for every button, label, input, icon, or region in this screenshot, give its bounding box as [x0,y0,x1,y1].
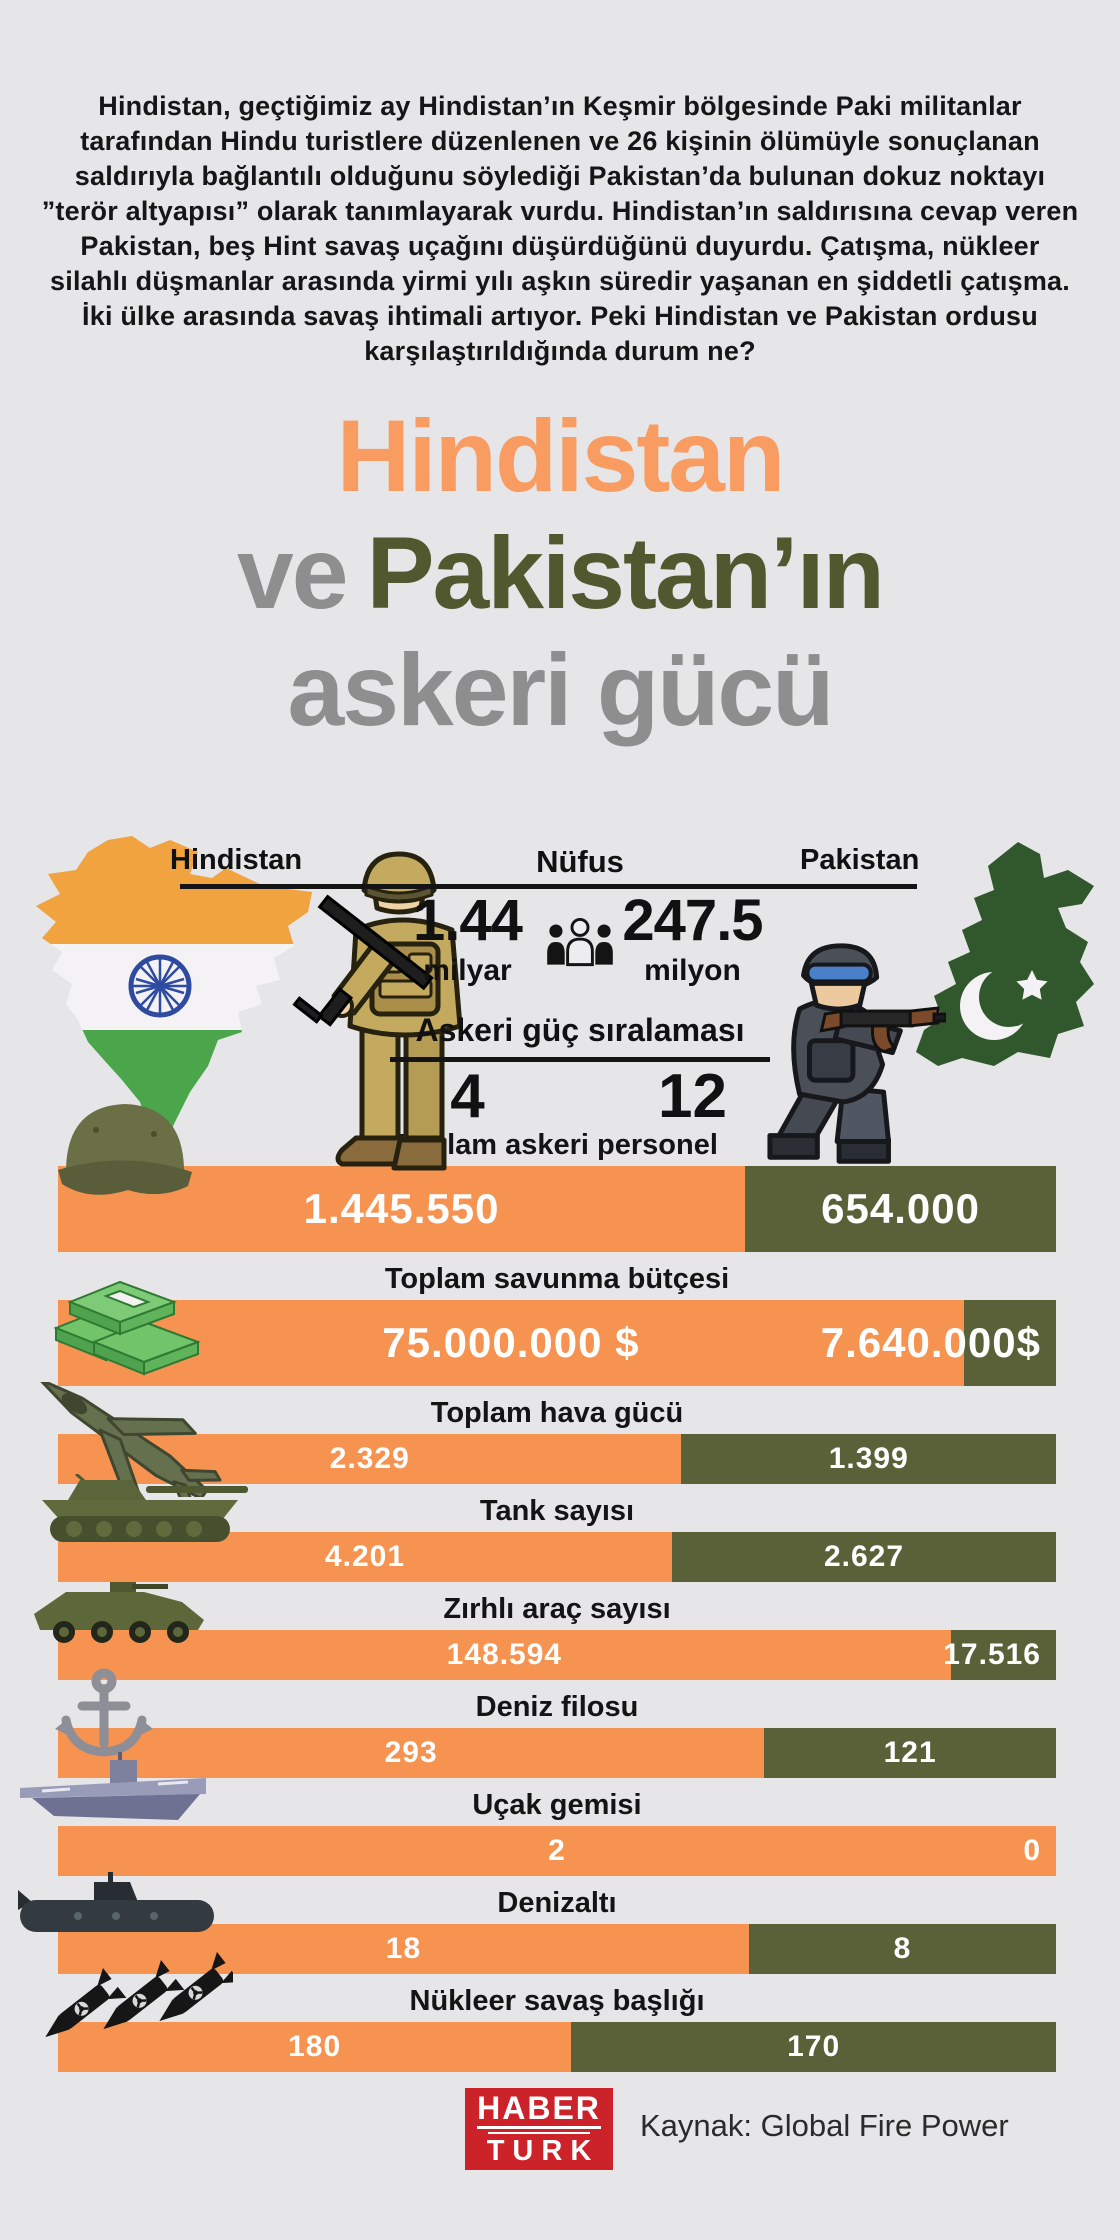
stat-row-butce: Toplam savunma bütçesi 75.000.000 $ 7.64… [58,1262,1056,1386]
stat-label: Toplam savunma bütçesi [384,1263,730,1295]
stat-bar: 2 0 [58,1826,1056,1876]
submarine-icon [18,1872,214,1932]
comparison-center-column: Nüfus 1.44 milyar [390,844,770,1128]
stats-bars-section: Toplam askeri personel 1.445.550 654.000… [58,1128,1056,2072]
logo-line-haber: HABER [477,2092,601,2129]
stat-row-hava: Toplam hava gücü 2.329 1.399 [58,1396,1056,1484]
pakistan-population: 247.5 milyon [615,892,770,988]
stat-label: Denizaltı [497,1887,617,1919]
pakistani-soldier-illustration [767,943,946,1164]
bar-india-segment [58,1728,765,1778]
ranking-divider-line [390,1057,770,1062]
title-line-2: ve Pakistan’ın [0,515,1120,632]
india-population-unit: milyar [423,954,512,987]
bar-india-value: 293 [384,1736,438,1769]
bar-pakistan-value: 1.399 [828,1442,909,1475]
ranking-values-row: 4 12 [390,1066,770,1128]
stat-bar: 293 121 [58,1728,1056,1778]
bar-india-segment [58,1924,749,1974]
population-divider-line [180,884,917,889]
money-icon [53,1280,201,1376]
bar-pakistan-value: 0 [1023,1834,1041,1867]
stat-row-zirhli: Zırhlı araç sayısı 148.594 17.516 [58,1592,1056,1680]
stat-label: Nükleer savaş başlığı [409,1985,705,2017]
armored-vehicle-icon [34,1582,204,1643]
haberturk-logo: HABER TURK [465,2088,613,2170]
bar-pakistan-value: 654.000 [821,1185,980,1232]
bar-pakistan-value: 8 [893,1932,912,1965]
bar-india-value: 75.000.000 $ [382,1319,640,1366]
bar-pakistan-value: 17.516 [943,1638,1041,1671]
logo-line-turk: TURK [486,2135,600,2167]
bar-india-value: 180 [288,2030,342,2063]
stat-label: Tank sayısı [479,1495,635,1527]
pakistani-soldier-rifle [819,1006,946,1054]
bar-pakistan-value: 7.640.000$ [820,1319,1041,1366]
intro-paragraph: Hindistan, geçtiğimiz ay Hindistan’ın Ke… [41,91,1079,366]
india-population: 1.44 milyar [390,892,545,988]
stat-bar: 180 170 [58,2022,1056,2072]
bar-india-segment [58,1630,951,1680]
bar-india-value: 148.594 [446,1638,563,1671]
title-line-3: askeri gücü [287,633,835,747]
bar-india-value: 2.329 [329,1442,410,1475]
pakistan-label: Pakistan [800,844,920,876]
people-icon [547,917,613,967]
india-label: Hindistan [170,844,303,876]
stat-label: Deniz filosu [475,1691,639,1723]
ashoka-chakra-icon [128,954,192,1018]
stat-row-ucak-gemisi: Uçak gemisi 2 0 [58,1788,1056,1876]
page-title: Hindistan ve Pakistan’ın askeri gücü [0,398,1120,749]
stat-label: Uçak gemisi [472,1789,642,1821]
helmet-icon [58,1104,192,1195]
bar-india-value: 1.445.550 [303,1185,500,1232]
stat-row-tank: Tank sayısı 4.201 2.627 [58,1494,1056,1582]
aircraft-carrier-icon [20,1752,206,1820]
india-population-value: 1.44 [413,888,523,953]
pakistan-map [916,842,1094,1066]
stat-bar: 75.000.000 $ 7.640.000$ [58,1300,1056,1386]
bar-india-segment [58,2022,572,2072]
bar-pakistan-value: 170 [787,2030,841,2063]
ranking-heading: Askeri güç sıralaması [415,1012,745,1048]
stat-row-deniz: Deniz filosu 293 121 [58,1690,1056,1778]
bar-india-segment [58,1300,964,1386]
logo-separator [488,2132,590,2134]
population-heading: Nüfus [536,844,624,879]
stat-bar: 18 8 [58,1924,1056,1974]
title-word-pakistanin: Pakistan’ın [366,516,885,630]
indian-soldier-rifle [292,894,434,1027]
indian-soldier-illustration [292,851,463,1171]
stat-label: Toplam askeri personel [396,1129,718,1161]
pakistan-rank: 12 [658,1062,727,1131]
pakistan-population-unit: milyon [644,954,741,987]
stat-bar: 4.201 2.627 [58,1532,1056,1582]
title-word-ve: ve [236,516,348,630]
india-rank: 4 [450,1062,485,1131]
bar-india-value: 4.201 [324,1540,406,1573]
india-map [36,836,312,1152]
population-values-row: 1.44 milyar 247.5 milyon [390,892,770,988]
bar-india-value: 2 [548,1834,566,1867]
tank-icon [42,1474,248,1542]
bar-india-segment [58,1826,1056,1876]
bar-pakistan-value: 2.627 [823,1540,905,1573]
country-comparison-graphic: Hindistan Pakistan Nüfus 1.44 milyar [0,820,1120,1185]
anchor-icon [55,1668,153,1757]
stat-label: Toplam hava gücü [430,1397,684,1429]
stat-row-denizalti: Denizaltı 18 8 [58,1886,1056,1974]
bar-pakistan-value: 121 [883,1736,937,1769]
stat-label: Zırhlı araç sayısı [443,1593,671,1625]
bar-india-value: 18 [385,1932,422,1965]
stat-bar: 148.594 17.516 [58,1630,1056,1680]
fighter-jet-icon [38,1382,222,1497]
pakistan-population-value: 247.5 [622,888,763,953]
source-credit: Kaynak: Global Fire Power [640,2108,1009,2143]
title-line-1: Hindistan [336,399,786,513]
stat-row-nukleer: Nükleer savaş başlığı 180 170 [58,1984,1056,2072]
crescent-star-icon [960,967,1048,1040]
nuclear-missiles-icon [32,1952,233,2052]
